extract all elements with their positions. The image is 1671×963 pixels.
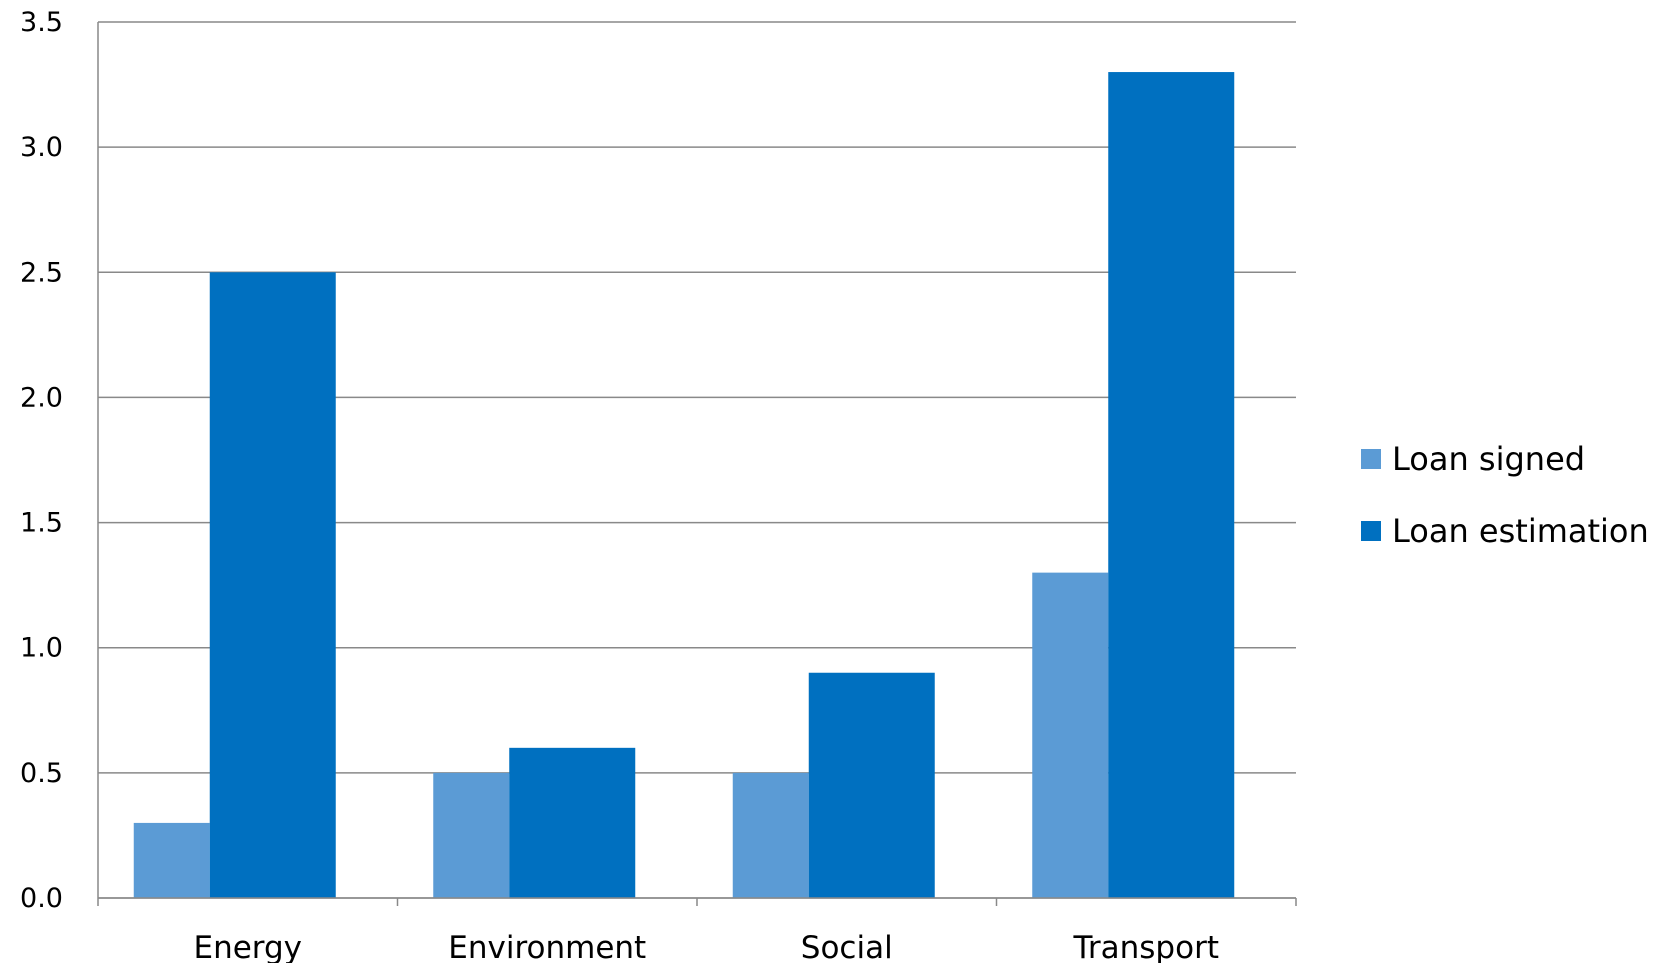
y-tick-label: 3.5 bbox=[20, 7, 63, 38]
bar-loan-signed bbox=[133, 822, 210, 898]
bar-loan-estimation bbox=[209, 272, 336, 898]
legend-swatch bbox=[1361, 449, 1381, 469]
y-axis-tick-labels: 0.0 0.5 1.0 1.5 2.0 2.5 3.0 3.5 bbox=[20, 7, 63, 914]
y-tick-label: 3.0 bbox=[20, 132, 63, 163]
legend-label: Loan estimation bbox=[1392, 512, 1649, 550]
y-tick-label: 0.5 bbox=[20, 758, 63, 789]
y-tick-label: 2.0 bbox=[20, 382, 63, 413]
x-category-label: Environment bbox=[448, 930, 646, 963]
y-tick-label: 1.0 bbox=[20, 633, 63, 664]
y-tick-label: 2.5 bbox=[20, 257, 63, 288]
y-tick-label: 0.0 bbox=[20, 883, 63, 914]
x-category-label: Social bbox=[801, 930, 893, 963]
bar-loan-signed bbox=[433, 772, 510, 898]
y-tick-label: 1.5 bbox=[20, 508, 63, 539]
legend-swatch bbox=[1361, 521, 1381, 541]
bar-loan-estimation bbox=[1108, 72, 1235, 899]
bar-loan-estimation bbox=[509, 747, 636, 898]
x-category-label: Energy bbox=[193, 930, 302, 963]
legend-label: Loan signed bbox=[1392, 440, 1585, 478]
axes bbox=[97, 22, 1297, 906]
bar-loan-estimation bbox=[808, 672, 935, 898]
bar-loan-signed bbox=[732, 772, 809, 898]
legend: Loan signed Loan estimation bbox=[1361, 440, 1649, 550]
x-axis-category-labels: Energy Environment Social Transport bbox=[193, 930, 1219, 963]
bar-loan-signed bbox=[1032, 572, 1109, 898]
bars bbox=[133, 72, 1235, 899]
x-category-label: Transport bbox=[1073, 930, 1219, 963]
